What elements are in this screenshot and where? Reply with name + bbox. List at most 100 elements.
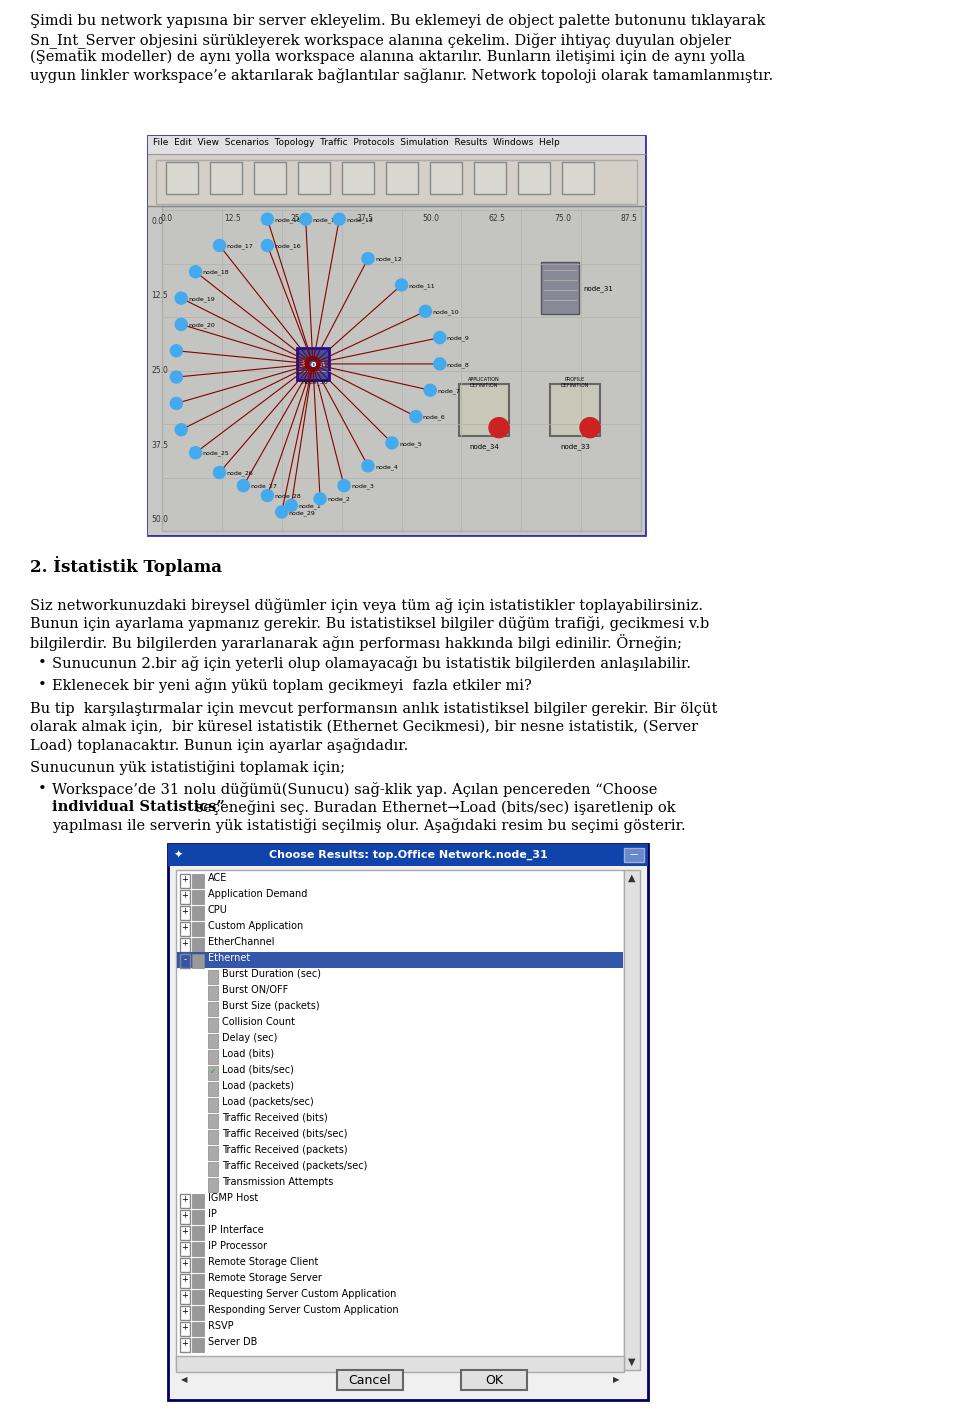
Text: ✓: ✓ — [210, 1069, 216, 1075]
Text: RSVP: RSVP — [208, 1321, 233, 1331]
Text: APPL: APPL — [582, 425, 598, 430]
Text: node_3: node_3 — [351, 484, 373, 490]
Text: 75.0: 75.0 — [555, 214, 571, 223]
Text: Traffic Received (bits): Traffic Received (bits) — [222, 1113, 327, 1123]
Bar — [192, 1306, 204, 1321]
Text: node_10: node_10 — [432, 310, 459, 315]
Bar — [208, 1130, 218, 1145]
Bar — [208, 1066, 218, 1081]
Bar — [177, 951, 623, 968]
Bar — [180, 1338, 190, 1352]
Bar — [180, 1225, 190, 1240]
Bar — [624, 848, 644, 862]
Bar — [462, 1370, 527, 1390]
Circle shape — [420, 305, 431, 317]
Text: node_9: node_9 — [446, 335, 469, 341]
Text: ◀: ◀ — [180, 1376, 187, 1384]
Text: node_25: node_25 — [203, 450, 229, 456]
Circle shape — [300, 213, 312, 226]
Bar — [192, 1210, 204, 1224]
Circle shape — [362, 253, 374, 264]
Circle shape — [362, 460, 374, 471]
Text: Workspace’de 31 nolu düğümü(Sunucu) sağ-klik yap. Açılan pencereden “Choose: Workspace’de 31 nolu düğümü(Sunucu) sağ-… — [52, 782, 658, 797]
Text: 3Com: 3Com — [300, 359, 326, 369]
Circle shape — [175, 318, 187, 331]
Bar — [166, 162, 198, 195]
Text: -: - — [183, 956, 186, 964]
Text: Sn_Int_Server objesini sürükleyerek workspace alanına çekelim. Diğer ihtiyaç duy: Sn_Int_Server objesini sürükleyerek work… — [30, 33, 732, 48]
Text: Burst ON/OFF: Burst ON/OFF — [222, 985, 288, 995]
Text: 0.0: 0.0 — [161, 214, 173, 223]
Bar — [180, 1274, 190, 1288]
Text: Traffic Received (bits/sec): Traffic Received (bits/sec) — [222, 1129, 348, 1139]
Text: +: + — [181, 1244, 188, 1252]
Text: +: + — [181, 940, 188, 949]
Text: 0.0: 0.0 — [151, 216, 163, 226]
Bar — [210, 162, 242, 195]
Bar — [180, 1242, 190, 1257]
Text: 37.5: 37.5 — [151, 440, 168, 450]
Bar — [540, 263, 579, 314]
Text: node_17: node_17 — [227, 243, 253, 248]
Text: uygun linkler workspace’e aktarılarak bağlantılar sağlanır. Network topoloji ola: uygun linkler workspace’e aktarılarak ba… — [30, 68, 773, 82]
Text: node_18: node_18 — [203, 270, 229, 275]
Bar — [192, 1338, 204, 1352]
Text: node_6: node_6 — [422, 415, 445, 420]
Text: Burst Duration (sec): Burst Duration (sec) — [222, 968, 321, 978]
Bar — [518, 162, 550, 195]
Text: Bu tip  karşılaştırmalar için mevcut performansın anlık istatistiksel bilgiler g: Bu tip karşılaştırmalar için mevcut perf… — [30, 701, 717, 716]
Text: +: + — [181, 1275, 188, 1285]
Bar — [148, 206, 645, 535]
Circle shape — [261, 213, 274, 226]
Text: +: + — [181, 907, 188, 916]
Text: +: + — [181, 892, 188, 900]
Bar — [208, 1034, 218, 1048]
Text: Traffic Received (packets/sec): Traffic Received (packets/sec) — [222, 1162, 368, 1172]
Bar — [162, 206, 641, 531]
Text: seçeneğini seç. Buradan Ethernet→Load (bits/sec) işaretlenip ok: seçeneğini seç. Buradan Ethernet→Load (b… — [191, 799, 675, 815]
Bar — [168, 843, 648, 1400]
Text: node_28: node_28 — [275, 494, 301, 500]
Text: Eklenecek bir yeni ağın yükü toplam gecikmeyi  fazla etkiler mi?: Eklenecek bir yeni ağın yükü toplam geci… — [52, 677, 532, 693]
Text: Collision Count: Collision Count — [222, 1017, 295, 1027]
Text: node_11: node_11 — [409, 283, 435, 288]
Bar — [474, 162, 506, 195]
Text: ▲: ▲ — [628, 873, 636, 883]
Bar — [550, 383, 600, 436]
Circle shape — [189, 447, 202, 459]
Bar — [430, 162, 462, 195]
Bar — [176, 870, 624, 1370]
Circle shape — [338, 480, 350, 491]
Bar — [208, 1003, 218, 1015]
Circle shape — [170, 398, 182, 409]
Circle shape — [175, 423, 187, 436]
Bar — [208, 1115, 218, 1127]
Bar — [192, 873, 204, 888]
Circle shape — [386, 437, 397, 449]
Bar — [192, 1258, 204, 1272]
Bar — [192, 906, 204, 920]
Bar — [208, 1146, 218, 1160]
Text: CPU: CPU — [208, 905, 228, 914]
Text: node_13: node_13 — [347, 217, 373, 223]
Bar — [192, 1194, 204, 1208]
Text: Ethernet: Ethernet — [208, 953, 251, 963]
Text: PROFILE
DEFINITION: PROFILE DEFINITION — [561, 376, 589, 388]
Text: yapılması ile serverin yük istatistiği seçilmiş olur. Aşağıdaki resim bu seçimi : yapılması ile serverin yük istatistiği s… — [52, 818, 685, 834]
Bar — [192, 1322, 204, 1336]
Text: •: • — [38, 782, 47, 797]
Text: Traffic Received (packets): Traffic Received (packets) — [222, 1145, 348, 1154]
Text: node_29: node_29 — [289, 510, 316, 515]
Text: node_7: node_7 — [437, 388, 460, 393]
Text: 37.5: 37.5 — [356, 214, 373, 223]
Bar — [562, 162, 594, 195]
Circle shape — [261, 490, 274, 501]
Text: —: — — [630, 851, 638, 859]
Text: +: + — [181, 1292, 188, 1301]
Text: olarak almak için,  bir küresel istatistik (Ethernet Gecikmesi), bir nesne istat: olarak almak için, bir küresel istatisti… — [30, 720, 698, 734]
Bar — [192, 939, 204, 951]
Text: Burst Size (packets): Burst Size (packets) — [222, 1001, 320, 1011]
Circle shape — [410, 410, 421, 423]
Circle shape — [434, 358, 445, 371]
Text: OK: OK — [486, 1373, 503, 1386]
